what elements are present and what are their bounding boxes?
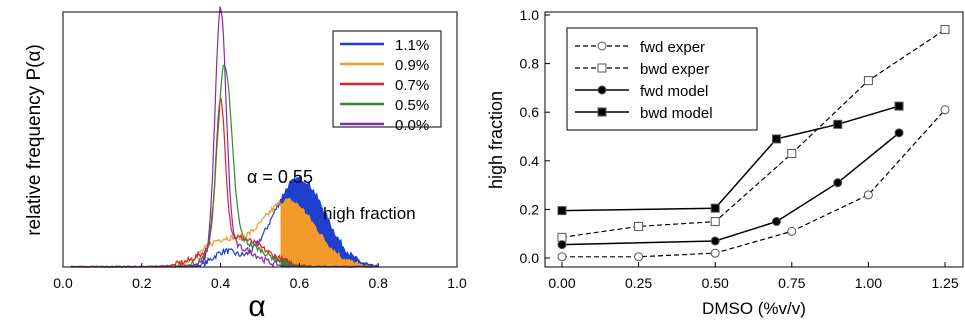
legend-label: fwd model [640, 83, 708, 100]
data-point [557, 252, 567, 262]
right-x-tick-label: 0.50 [702, 275, 729, 291]
data-point [710, 217, 720, 227]
left-x-tick-label: 0.4 [211, 275, 231, 291]
right-plot-frame [544, 11, 964, 268]
data-point [833, 119, 843, 129]
series-line-0 [562, 109, 946, 258]
data-point [710, 236, 720, 246]
data-point [940, 25, 950, 35]
left-x-tick-label: 1.0 [447, 275, 467, 291]
right-x-tick-label: 1.00 [855, 275, 882, 291]
legend-marker-1 [597, 63, 607, 73]
data-point [833, 178, 843, 188]
legend-label: 1.1% [395, 37, 429, 54]
right-y-axis-label: high fraction [486, 91, 506, 189]
data-point [634, 221, 644, 231]
alpha-threshold-annotation: α = 0.55 [247, 167, 313, 187]
right-x-tick-label: 0.25 [625, 275, 652, 291]
legend-label: 0.7% [395, 77, 429, 94]
legend-marker-0 [597, 41, 607, 51]
legend-label: 0.5% [395, 97, 429, 114]
left-x-axis-label: α [248, 290, 265, 322]
data-point [557, 206, 567, 216]
series-line-1 [561, 29, 946, 238]
series-line-2 [561, 132, 900, 246]
legend-label: 0.9% [395, 57, 429, 74]
data-point [771, 217, 781, 227]
right-x-tick-label: 0.00 [548, 275, 575, 291]
right-y-tick-label: 0.4 [520, 153, 540, 169]
high-fraction-annotation: high fraction [323, 204, 416, 223]
legend-label: fwd exper [640, 39, 705, 56]
data-point [863, 76, 873, 86]
data-point [557, 240, 567, 250]
data-point [940, 105, 950, 115]
left-x-tick-label: 0.6 [290, 275, 310, 291]
legend-label: bwd exper [640, 61, 709, 78]
data-point [710, 248, 720, 258]
right-x-tick-label: 1.25 [931, 275, 958, 291]
right-x-axis-label: DMSO (%v/v) [702, 299, 806, 318]
left-y-axis-label: relative frequency P(α) [24, 44, 45, 236]
data-point [894, 101, 904, 111]
data-point [894, 128, 904, 138]
left-plot-frame [62, 11, 458, 268]
data-point [787, 149, 797, 159]
right-y-tick-label: 0.6 [520, 104, 540, 120]
data-point [771, 134, 781, 144]
left-legend-box [332, 30, 442, 128]
legend-marker-3 [597, 107, 607, 117]
legend-marker-2 [597, 85, 607, 95]
right-y-tick-label: 0.2 [520, 201, 540, 217]
data-point [710, 203, 720, 213]
left-x-tick-label: 0.8 [368, 275, 388, 291]
left-x-tick-label: 0.2 [132, 275, 152, 291]
right-x-tick-label: 0.75 [778, 275, 805, 291]
data-point [863, 190, 873, 200]
left-x-tick-label: 0.0 [53, 275, 73, 291]
data-point [634, 252, 644, 262]
right-y-tick-label: 0.8 [520, 56, 540, 72]
right-y-tick-label: 0.0 [520, 250, 540, 266]
legend-label: 0.0% [395, 117, 429, 134]
right-y-tick-label: 1.0 [520, 7, 540, 23]
high-fraction-area-1 [280, 198, 379, 267]
data-point [787, 226, 797, 236]
legend-label: bwd model [640, 105, 713, 122]
